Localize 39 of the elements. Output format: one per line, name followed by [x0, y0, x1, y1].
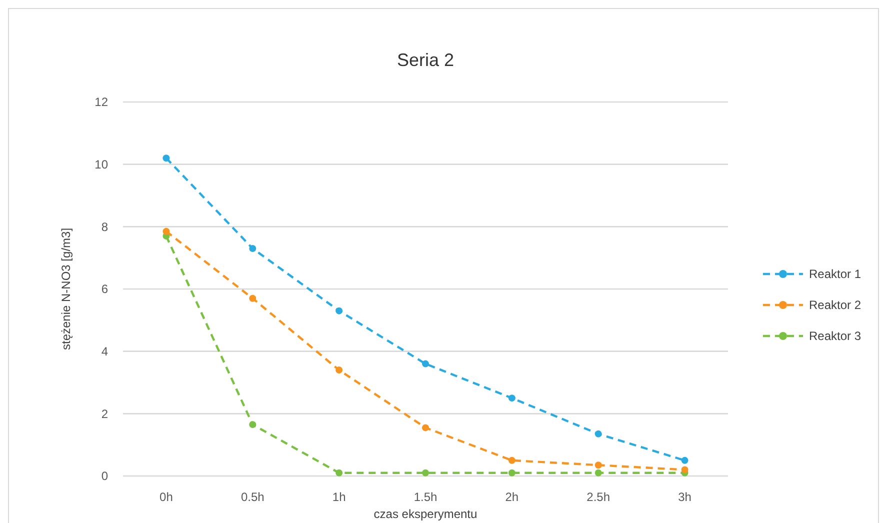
x-axis-title: czas eksperymentu [374, 507, 478, 521]
x-tick-label: 3h [678, 490, 692, 504]
point [508, 456, 516, 464]
point [594, 469, 602, 476]
y-tick-label: 6 [101, 282, 108, 296]
point [422, 360, 429, 368]
x-tick-label: 0.5h [240, 490, 264, 504]
point [162, 228, 170, 235]
y-tick-label: 4 [101, 344, 108, 359]
point [336, 469, 343, 476]
x-tick-label: 1h [332, 490, 346, 504]
point [249, 294, 256, 302]
legend-label: Reaktor 1 [809, 267, 862, 282]
point [422, 469, 429, 476]
point [162, 154, 170, 162]
y-tick-label: 2 [101, 406, 108, 421]
point [508, 394, 516, 402]
y-axis-title: stężenie N-NO3 [g/m3] [59, 228, 73, 350]
point [508, 469, 516, 476]
legend-label: Reaktor 2 [809, 298, 862, 312]
x-tick-label: 1.5h [414, 490, 438, 504]
x-tick-label: 2.5h [586, 490, 610, 504]
chart-title: Seria 2 [396, 50, 454, 70]
point [681, 466, 688, 474]
legend-label: Reaktor 3 [809, 329, 862, 344]
point [422, 424, 429, 432]
y-tick-label: 10 [94, 158, 108, 172]
y-tick-label: 0 [101, 469, 108, 484]
x-tick-label: 0h [160, 490, 173, 504]
x-tick-label: 2h [505, 490, 519, 504]
y-tick-label: 8 [101, 220, 108, 234]
point [681, 456, 688, 464]
y-tick-label: 12 [94, 95, 108, 110]
point [249, 244, 256, 252]
point [336, 307, 343, 314]
point [249, 421, 256, 428]
point [336, 366, 343, 374]
point [594, 430, 602, 438]
point [594, 462, 602, 469]
